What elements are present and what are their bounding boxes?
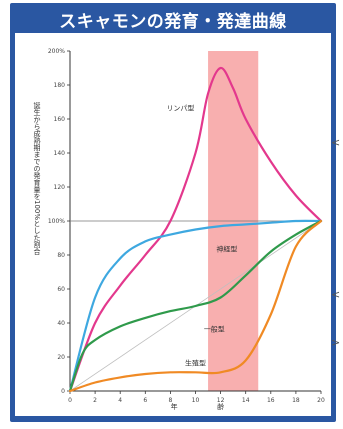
scammon-growth-chart: 0 20 40 60 80 100% 120 140 160 180 200% 0 2 4 6 8 10 12 14…: [33, 48, 325, 411]
side-arrow-icon-3: >: [331, 336, 341, 349]
y-tick-label: 100%: [48, 218, 65, 225]
series-label-1: 神経型: [216, 245, 237, 254]
x-tick-label: 14: [242, 397, 250, 404]
chart-panel: 0 20 40 60 80 100% 120 140 160 180 200% 0 2 4 6 8 10 12 14…: [15, 33, 331, 416]
x-axis-label-2: 齢: [217, 402, 224, 411]
series-line-2: [68, 219, 323, 393]
y-tick-label: 80: [57, 252, 65, 259]
y-tick-label: 20: [57, 354, 65, 361]
x-tick-label: 20: [317, 397, 325, 404]
y-tick-label: 120: [54, 184, 66, 191]
y-tick-label: 180: [54, 82, 66, 89]
y-tick-label: 40: [57, 320, 65, 327]
chart-title: スキャモンの発育・発達曲線: [59, 12, 287, 32]
series-label-0: リンパ型: [166, 104, 194, 113]
x-tick-label: 2: [93, 397, 97, 404]
series-label-3: 生殖型: [185, 359, 206, 368]
x-tick-label: 4: [118, 397, 122, 404]
y-tick-label: 60: [57, 286, 65, 293]
y-tick-label: 140: [54, 150, 66, 157]
chart-frame: スキャモンの発育・発達曲線 0 20 40 60 80 100% 120 140 160 180 2…: [10, 3, 336, 422]
series-line-0: [68, 66, 323, 393]
series-line-1: [68, 219, 323, 393]
x-tick-label: 16: [267, 397, 275, 404]
x-tick-label: 10: [192, 397, 200, 404]
y-tick-label: 200%: [48, 48, 65, 55]
x-tick-label: 0: [68, 397, 72, 404]
y-tick-label: 160: [54, 116, 66, 123]
series-label-2: 一般型: [204, 325, 225, 334]
side-arrow-icon-2: <: [331, 288, 341, 301]
x-axis-label-1: 年: [171, 402, 178, 411]
x-tick-label: 6: [143, 397, 147, 404]
series-line-3: [68, 219, 323, 393]
x-tick-label: 8: [168, 397, 172, 404]
side-arrow-icon-1: <: [331, 136, 341, 149]
x-tick-label: 18: [292, 397, 300, 404]
y-axis-label: 誕生から成熟期までの発育量を100%とした割合: [33, 101, 41, 256]
x-tick-label: 12: [217, 397, 225, 404]
y-tick-label: 0: [61, 388, 65, 395]
